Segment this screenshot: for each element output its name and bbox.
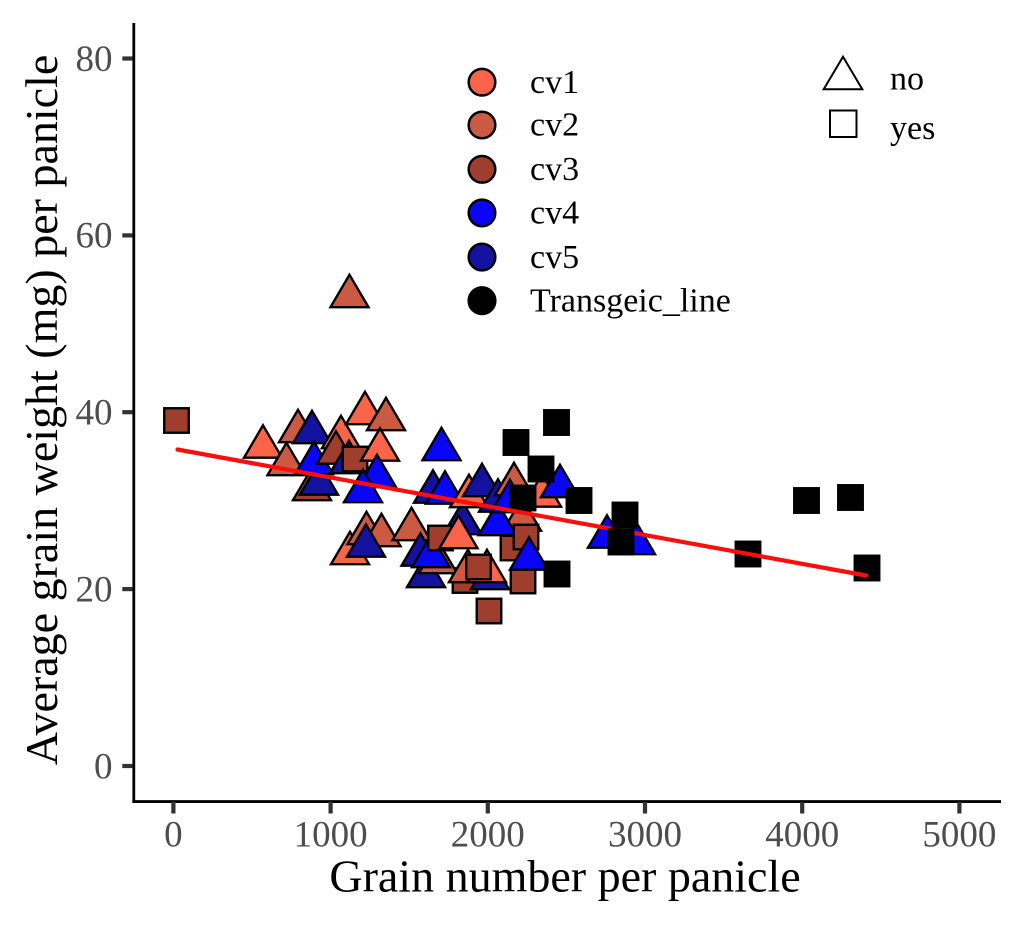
svg-text:3000: 3000 (608, 815, 682, 856)
svg-text:0: 0 (94, 746, 113, 787)
svg-text:Average grain weight (mg) per: Average grain weight (mg) per panicle (16, 55, 67, 766)
svg-text:1000: 1000 (294, 815, 368, 856)
svg-text:cv1: cv1 (530, 64, 579, 101)
svg-text:no: no (890, 61, 924, 98)
svg-text:0: 0 (164, 815, 183, 856)
svg-text:Grain number per panicle: Grain number per panicle (329, 851, 800, 902)
svg-text:40: 40 (76, 393, 113, 434)
svg-text:2000: 2000 (451, 815, 525, 856)
svg-text:80: 80 (76, 39, 113, 80)
svg-text:20: 20 (76, 569, 113, 610)
svg-text:cv4: cv4 (530, 195, 579, 232)
svg-text:cv5: cv5 (530, 239, 579, 276)
svg-text:cv2: cv2 (530, 107, 579, 144)
svg-text:4000: 4000 (765, 815, 839, 856)
svg-text:60: 60 (76, 216, 113, 257)
svg-text:yes: yes (890, 110, 935, 147)
svg-text:cv3: cv3 (530, 151, 579, 188)
svg-text:Transgeic_line: Transgeic_line (530, 282, 731, 319)
svg-text:5000: 5000 (922, 815, 996, 856)
